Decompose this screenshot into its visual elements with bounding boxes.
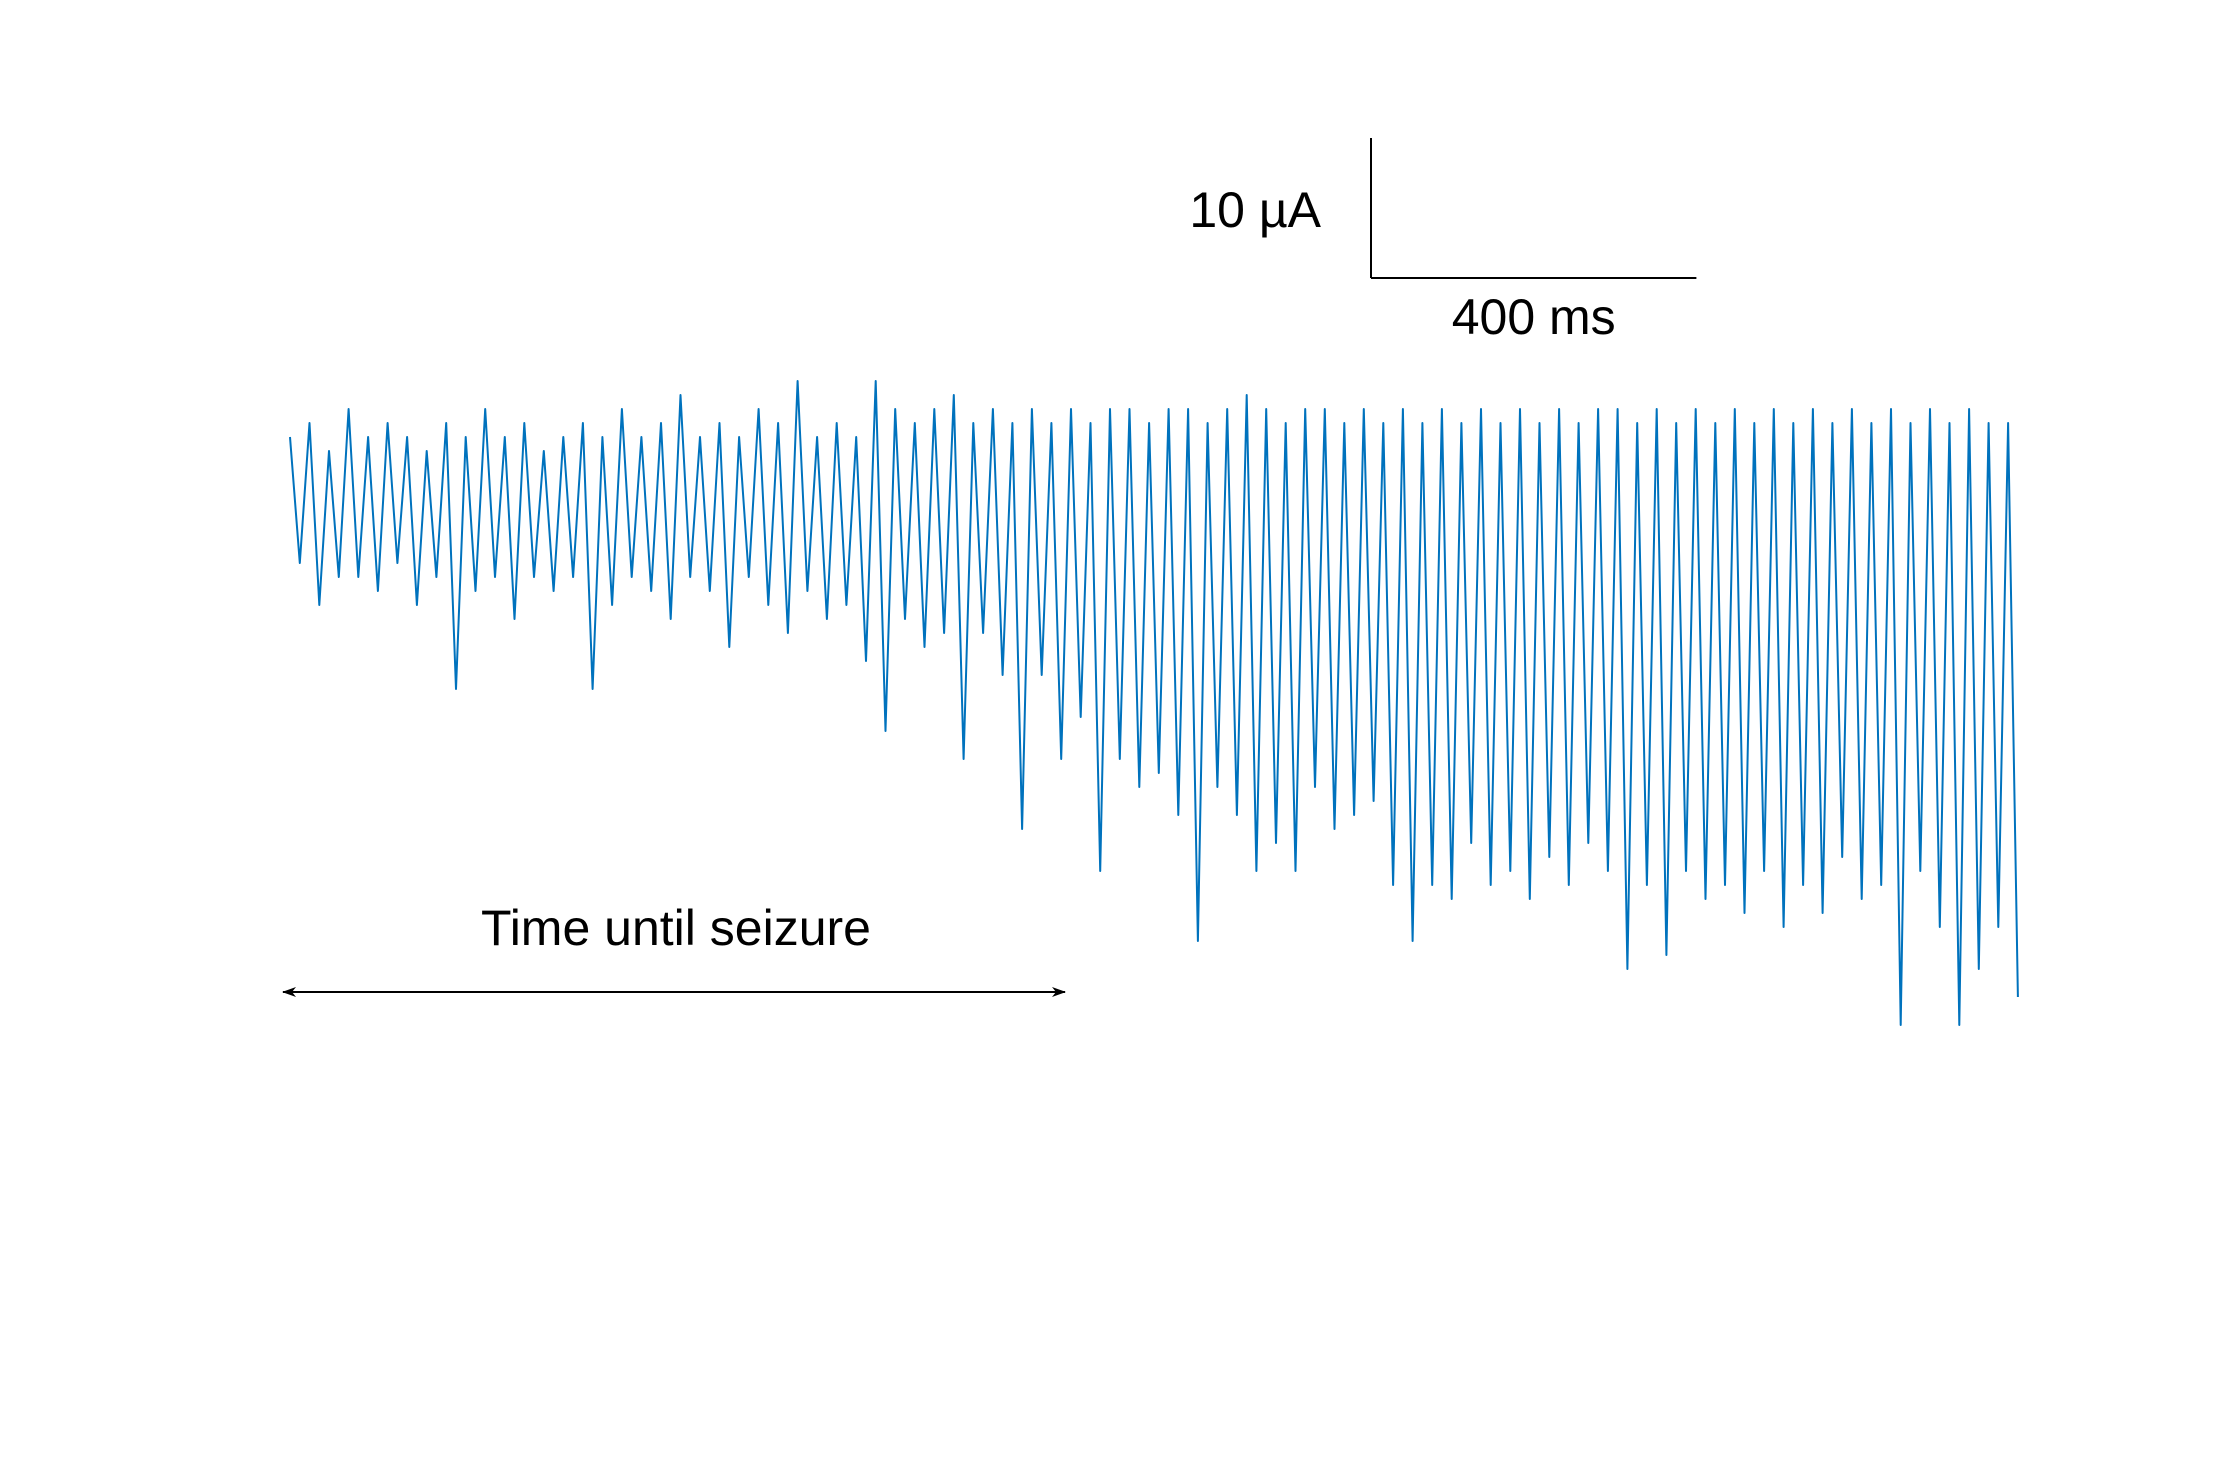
scale-bar-label: 400 ms	[1452, 289, 1616, 345]
annotation: Time until seizure	[481, 900, 871, 956]
signal-trace	[289, 380, 2019, 1026]
scale-bar-label: 10 µA	[1189, 182, 1321, 238]
